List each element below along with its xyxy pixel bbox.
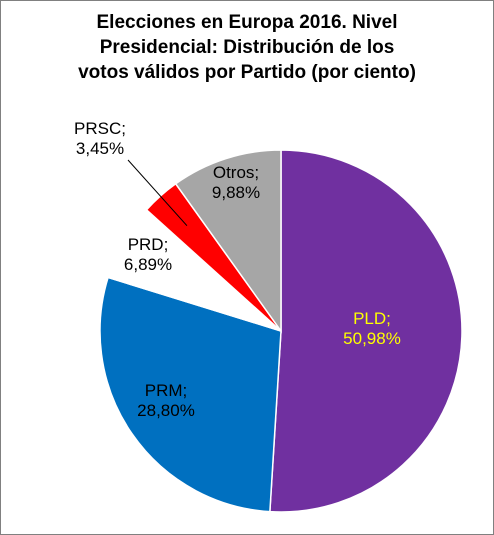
leader-line-prsc bbox=[127, 159, 188, 227]
data-label-pld: PLD; 50,98% bbox=[343, 309, 401, 348]
data-label-line: PRSC; bbox=[74, 119, 126, 138]
data-label-prm: PRM; 28,80% bbox=[137, 381, 195, 420]
pie-slice-pld bbox=[269, 149, 463, 513]
data-label-line: PRM; bbox=[145, 381, 188, 400]
chart-title-line-2: Presidencial: Distribución de los bbox=[99, 37, 395, 58]
data-label-line: 6,89% bbox=[124, 255, 172, 274]
chart-title-line-3: votos válidos por Partido (por ciento) bbox=[78, 62, 416, 83]
data-label-line: 9,88% bbox=[212, 183, 260, 202]
pie-slice-otros bbox=[174, 149, 282, 334]
data-label-line: PLD; bbox=[353, 309, 391, 328]
chart-title: Elecciones en Europa 2016. Nivel Preside… bbox=[0, 10, 494, 85]
pie-slice-prm bbox=[99, 276, 282, 513]
data-label-prsc: PRSC; 3,45% bbox=[74, 119, 126, 158]
data-label-line: Otros; bbox=[213, 163, 259, 182]
data-label-otros: Otros; 9,88% bbox=[212, 163, 260, 202]
data-label-line: 3,45% bbox=[76, 139, 124, 158]
data-label-prd: PRD; 6,89% bbox=[124, 235, 172, 274]
data-label-line: PRD; bbox=[128, 235, 169, 254]
data-label-line: 28,80% bbox=[137, 401, 195, 420]
data-label-line: 50,98% bbox=[343, 329, 401, 348]
chart-title-line-1: Elecciones en Europa 2016. Nivel bbox=[96, 12, 398, 33]
